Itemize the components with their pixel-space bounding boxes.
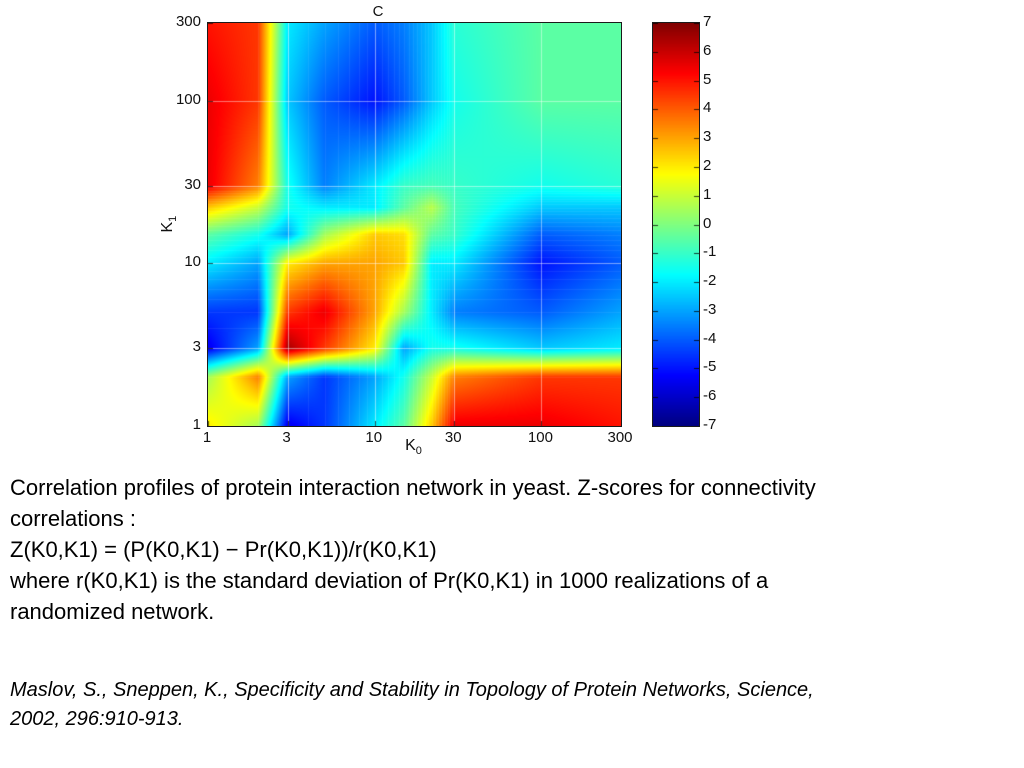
colorbar-tick-label: 2 — [703, 156, 712, 174]
colorbar-tick-label: -5 — [703, 358, 717, 376]
y-axis-label-sub: 1 — [167, 215, 180, 222]
colorbar-tick-label: -2 — [703, 272, 717, 290]
x-tick-label: 30 — [444, 429, 462, 446]
caption-line: Z(K0,K1) = (P(K0,K1) − Pr(K0,K1))/r(K0,K… — [10, 537, 437, 562]
x-tick-label: 10 — [365, 429, 383, 446]
colorbar-tick-label: 1 — [703, 185, 712, 203]
y-tick-label: 1 — [192, 416, 201, 433]
x-tick-label: 1 — [202, 429, 212, 446]
colorbar-tick-label: 7 — [703, 13, 712, 30]
colorbar-tick-label: 5 — [703, 70, 712, 88]
caption: Correlation profiles of protein interact… — [10, 472, 1000, 627]
colorbar-tick-label: -3 — [703, 300, 717, 318]
citation-line: Maslov, S., Sneppen, K., Specificity and… — [10, 679, 814, 701]
y-tick-label: 3 — [192, 338, 201, 356]
y-tick-label: 30 — [184, 175, 201, 193]
x-tick-label: 300 — [607, 429, 633, 446]
colorbar-tick-label: 4 — [703, 99, 712, 117]
caption-line: where r(K0,K1) is the standard deviation… — [10, 568, 769, 593]
colorbar-tick-label: 0 — [703, 214, 712, 232]
y-tick-label: 300 — [175, 13, 201, 30]
colorbar-tick-label: 3 — [703, 128, 712, 146]
y-axis-label: K1 — [159, 207, 179, 241]
citation-line: 2002, 296:910-913. — [10, 708, 184, 730]
caption-line: correlations : — [10, 506, 136, 531]
colorbar-tick-label: -7 — [703, 416, 717, 433]
x-axis-label-base: K — [405, 437, 416, 454]
x-axis-label-sub: 0 — [415, 445, 422, 458]
colorbar-tick-label: -1 — [703, 243, 717, 261]
heatmap-canvas — [207, 22, 622, 427]
x-tick-label: 100 — [527, 429, 553, 446]
caption-line: Correlation profiles of protein interact… — [10, 475, 816, 500]
caption-line: randomized network. — [10, 599, 215, 624]
y-axis-label-base: K — [158, 221, 176, 233]
citation: Maslov, S., Sneppen, K., Specificity and… — [10, 676, 1000, 734]
y-tick-label: 100 — [175, 90, 201, 108]
x-axis-label: K0 — [207, 437, 620, 457]
y-tick-label: 10 — [184, 253, 201, 271]
colorbar-tick-label: 6 — [703, 41, 712, 59]
plot-title: C — [372, 3, 384, 20]
colorbar-tick-label: -6 — [703, 387, 717, 405]
colorbar-tick-label: -4 — [703, 329, 717, 347]
x-tick-label: 3 — [282, 429, 291, 446]
colorbar-canvas — [652, 22, 700, 427]
